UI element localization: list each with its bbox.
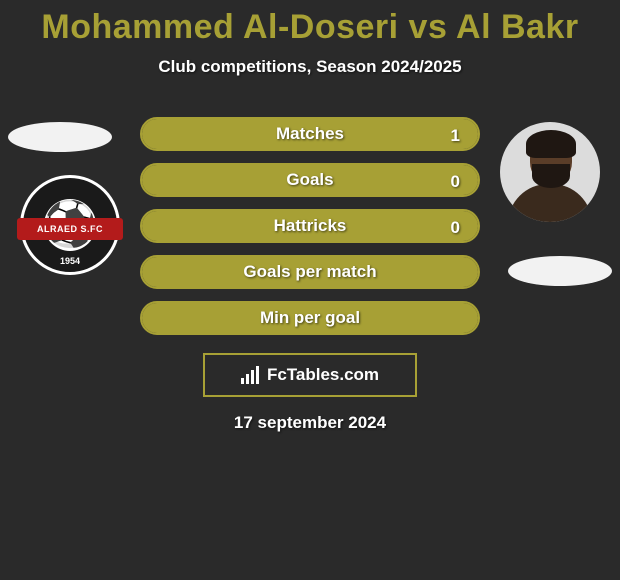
- brand-box: FcTables.com: [203, 353, 417, 397]
- stat-value: 0: [451, 211, 460, 245]
- stat-bar: Goals 0: [140, 163, 480, 197]
- stat-label: Min per goal: [260, 308, 360, 328]
- page-title: Mohammed Al-Doseri vs Al Bakr: [0, 0, 620, 47]
- stat-row: Goals 0: [0, 163, 620, 197]
- stat-bar: Min per goal: [140, 301, 480, 335]
- stat-row: Min per goal: [0, 301, 620, 335]
- stat-label: Goals per match: [243, 262, 376, 282]
- stat-label: Goals: [286, 170, 333, 190]
- subtitle: Club competitions, Season 2024/2025: [0, 57, 620, 77]
- stat-bar: Goals per match: [140, 255, 480, 289]
- stat-value: 0: [451, 165, 460, 199]
- comparison-infographic: Mohammed Al-Doseri vs Al Bakr Club compe…: [0, 0, 620, 580]
- date-text: 17 september 2024: [0, 413, 620, 433]
- brand-text: FcTables.com: [267, 365, 379, 385]
- stat-row: Matches 1: [0, 117, 620, 151]
- stat-value: 1: [451, 119, 460, 153]
- stat-bar: Hattricks 0: [140, 209, 480, 243]
- stat-row: Hattricks 0: [0, 209, 620, 243]
- stats-list: Matches 1 Goals 0 Hattricks 0 Goals per match M…: [0, 117, 620, 335]
- stat-bar: Matches 1: [140, 117, 480, 151]
- stat-label: Matches: [276, 124, 344, 144]
- stat-label: Hattricks: [274, 216, 347, 236]
- bar-chart-icon: [241, 366, 259, 384]
- stat-row: Goals per match: [0, 255, 620, 289]
